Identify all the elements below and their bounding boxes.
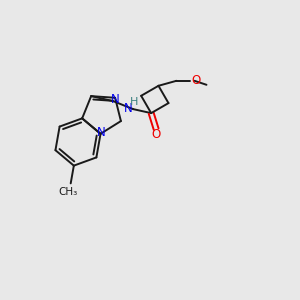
Text: H: H xyxy=(130,97,138,107)
Text: O: O xyxy=(152,128,161,141)
Text: N: N xyxy=(123,102,132,115)
Text: O: O xyxy=(191,74,201,87)
Text: N: N xyxy=(97,126,106,139)
Text: N: N xyxy=(111,93,119,106)
Text: CH₃: CH₃ xyxy=(58,188,77,197)
